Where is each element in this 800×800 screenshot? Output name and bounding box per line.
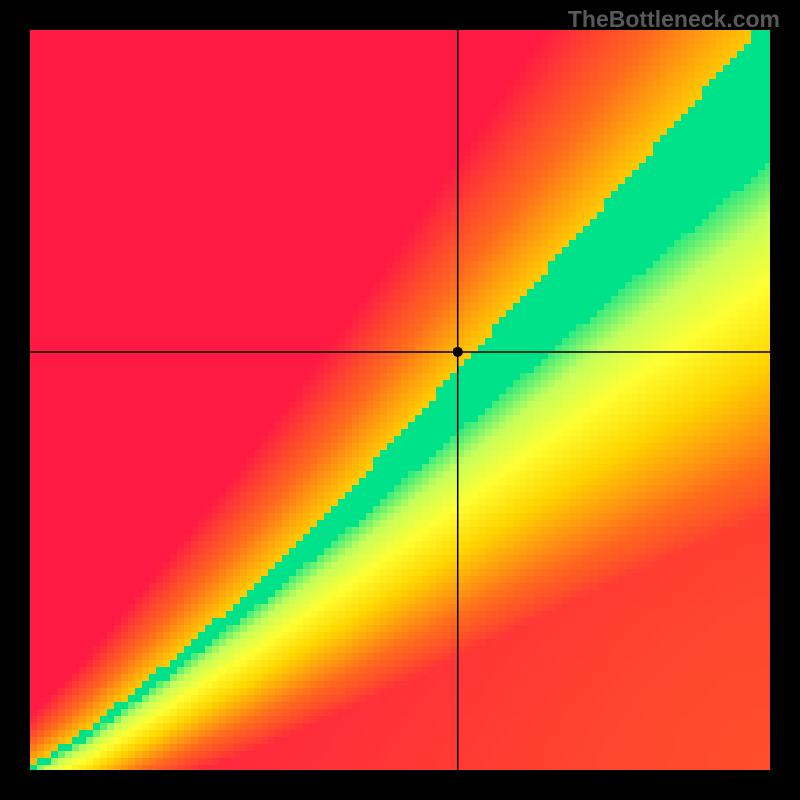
chart-container: TheBottleneck.com	[0, 0, 800, 800]
heatmap-canvas	[30, 30, 770, 770]
watermark-text: TheBottleneck.com	[568, 6, 780, 33]
heatmap-plot	[30, 30, 770, 770]
